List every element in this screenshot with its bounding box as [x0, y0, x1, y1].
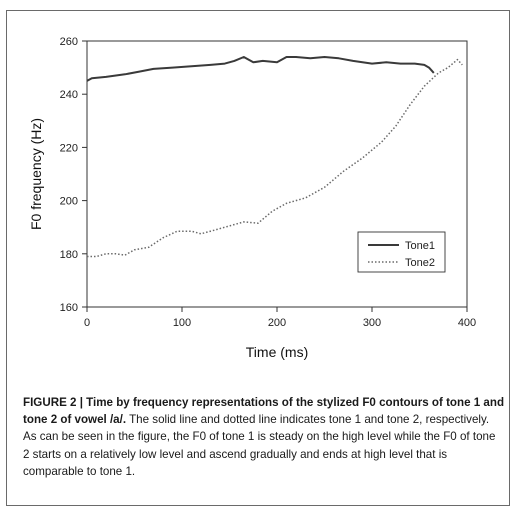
legend-label-tone2: Tone2	[405, 257, 435, 269]
y-axis-ticks: 160 180 200 220 240 260	[60, 36, 87, 314]
caption-bold: FIGURE 2 | Time by frequency representat…	[23, 396, 505, 427]
x-tick-label: 400	[458, 317, 476, 329]
figure-caption: FIGURE 2 | Time by frequency representat…	[23, 394, 505, 480]
x-tick-label: 300	[363, 317, 381, 329]
x-axis-ticks: 0 100 200 300 400	[84, 307, 476, 329]
legend-label-tone1: Tone1	[405, 240, 435, 252]
legend: Tone1 Tone2	[357, 231, 446, 273]
series-line-tone1	[86, 56, 435, 82]
y-tick-label: 240	[60, 89, 78, 101]
y-tick-label: 220	[60, 142, 78, 154]
x-tick-label: 100	[173, 317, 191, 329]
f0-contour-chart: 160 180 200 220 240 260 0 100 200 300 400 F0 freq…	[28, 36, 476, 360]
caption-text: The solid line and dotted line indicates…	[23, 413, 496, 478]
x-tick-label: 0	[84, 317, 90, 329]
legend-box	[357, 231, 446, 273]
y-tick-label: 260	[60, 36, 78, 48]
x-axis-title: Time (ms)	[246, 344, 308, 360]
x-tick-label: 200	[268, 317, 286, 329]
series-line-tone2	[87, 58, 463, 258]
y-axis-title: F0 frequency (Hz)	[28, 118, 44, 230]
y-tick-label: 200	[60, 196, 78, 208]
y-tick-label: 160	[60, 302, 78, 314]
figure-frame: 160 180 200 220 240 260 0 100 200 300 400 F0 freq…	[6, 10, 510, 506]
y-tick-label: 180	[60, 249, 78, 261]
series-layer	[86, 56, 463, 258]
